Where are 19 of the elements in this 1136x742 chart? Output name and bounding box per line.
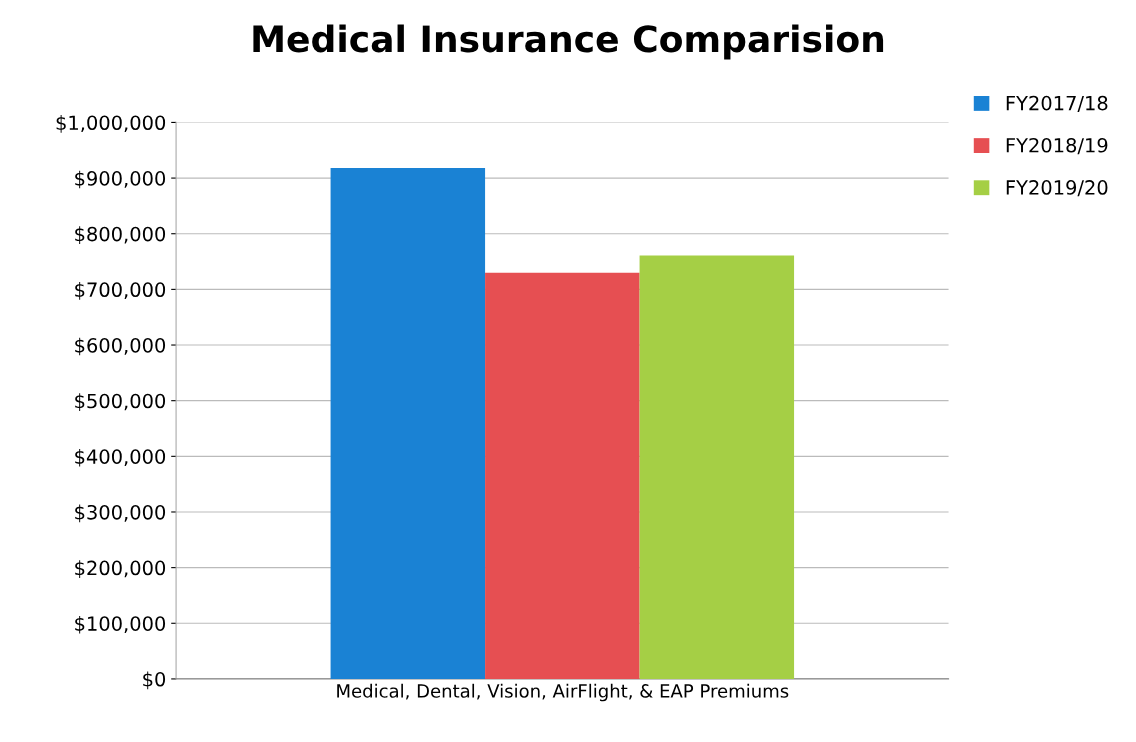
- legend-label: FY2018/19: [1006, 137, 1108, 155]
- y-tick-label: $700,000: [75, 281, 166, 300]
- legend-label: FY2019/20: [1006, 180, 1108, 197]
- bar: [485, 272, 640, 679]
- y-tick-label: $100,000: [75, 615, 166, 634]
- y-tick-label: $500,000: [75, 393, 166, 411]
- y-tick-label: $400,000: [75, 448, 166, 467]
- y-tick-label: $300,000: [75, 504, 166, 523]
- y-tick-label: $1,000,000: [56, 115, 166, 133]
- x-tick-label: Medical, Dental, Vision, AirFlight, & EAP Premiums: [337, 683, 789, 702]
- y-tick-label: $200,000: [75, 560, 166, 578]
- legend-label: FY2017/18: [1006, 95, 1108, 112]
- bar: [330, 168, 486, 679]
- y-tick-label: $900,000: [75, 170, 166, 189]
- bar: [639, 255, 795, 679]
- y-tick-label: $600,000: [75, 337, 166, 356]
- y-tick-label: $0: [143, 671, 166, 690]
- chart-title: Medical Insurance Comparision: [253, 24, 884, 60]
- y-tick-label: $800,000: [75, 226, 166, 244]
